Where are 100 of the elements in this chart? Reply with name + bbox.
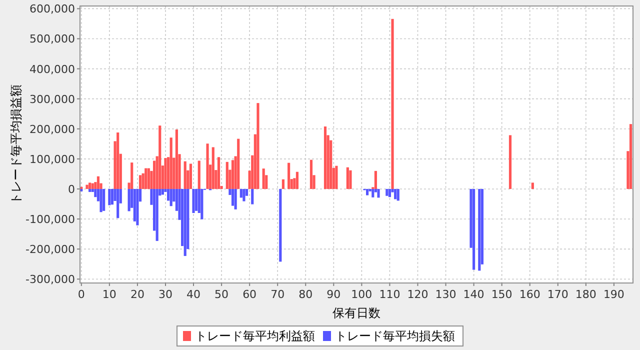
bar (96, 176, 100, 189)
x-tick-label: 120 (407, 288, 428, 301)
bar (200, 188, 204, 220)
bar (91, 183, 94, 189)
bar (86, 184, 88, 189)
bar (394, 188, 397, 200)
bar (296, 172, 299, 189)
bar (158, 126, 162, 189)
bar (349, 170, 352, 189)
bar (377, 188, 380, 198)
bar (234, 188, 237, 210)
x-tick-label: 100 (351, 288, 372, 301)
bar (170, 138, 172, 189)
bar (288, 162, 290, 189)
y-tick-label: 300,000 (30, 92, 75, 106)
bar (116, 188, 120, 218)
x-tick-label: 150 (491, 288, 512, 301)
bar (206, 144, 209, 189)
bar (388, 188, 392, 198)
bar (88, 182, 92, 189)
bar (531, 182, 534, 189)
bar (184, 161, 186, 189)
bar (192, 188, 195, 213)
y-tick-label: 400,000 (30, 62, 75, 76)
bar (195, 188, 198, 211)
bar (256, 103, 260, 189)
bar (184, 188, 186, 256)
bar (130, 162, 134, 189)
bar (231, 160, 234, 189)
y-tick-label: 500,000 (30, 32, 75, 46)
bar (102, 188, 106, 211)
bar (282, 179, 284, 189)
bar (508, 135, 512, 189)
x-tick-label: 160 (519, 288, 540, 301)
x-tick-label: 140 (463, 288, 484, 301)
bar (240, 188, 242, 198)
x-tick-label: 90 (326, 288, 341, 301)
bar (391, 18, 394, 189)
x-axis-title: 保有日数 (332, 306, 380, 320)
bar (478, 188, 481, 271)
bar (94, 188, 97, 198)
bar (262, 168, 265, 189)
legend-label: トレード毎平均利益額 (195, 329, 315, 343)
bar (217, 157, 220, 189)
bar (372, 188, 374, 198)
y-tick-label: 200,000 (30, 122, 75, 136)
bar (128, 188, 130, 212)
y-tick-label: -300,000 (26, 273, 75, 286)
bar (310, 160, 313, 189)
bar (116, 132, 120, 189)
x-tick-label: 0 (78, 288, 85, 301)
bar (175, 129, 178, 189)
bar (226, 162, 228, 189)
bar (189, 164, 192, 189)
x-tick-label: 110 (379, 288, 400, 301)
bar (161, 188, 164, 195)
bar (170, 188, 172, 206)
bar (251, 188, 254, 204)
bar (346, 167, 349, 189)
y-tick-label: -100,000 (26, 213, 75, 226)
bar (374, 170, 377, 189)
x-tick-label: 60 (242, 288, 257, 301)
x-tick-label: 190 (603, 288, 624, 301)
bar (110, 188, 114, 205)
x-tick-label: 80 (298, 288, 313, 301)
x-tick-label: 130 (435, 288, 456, 301)
x-tick-label: 170 (547, 288, 568, 301)
bar (279, 188, 282, 262)
bar (629, 124, 632, 189)
bar (396, 188, 400, 201)
y-axis-title: トレード毎平均損益額 (9, 84, 23, 204)
bar (472, 188, 476, 270)
bar (386, 188, 388, 196)
y-tick-label: 0 (68, 182, 75, 196)
bar (108, 188, 111, 206)
x-tick-label: 50 (214, 288, 229, 301)
bar (242, 188, 246, 202)
bar (133, 188, 136, 222)
bar (335, 166, 338, 189)
bar (324, 126, 327, 189)
x-tick-label: 70 (270, 288, 285, 301)
x-tick-label: 180 (575, 288, 596, 301)
bar (156, 188, 158, 241)
bar (237, 138, 240, 189)
x-tick-label: 30 (158, 288, 172, 301)
bar (147, 168, 150, 189)
x-tick-label: 40 (186, 288, 201, 301)
bar (138, 175, 142, 189)
legend-label: トレード毎平均損失額 (335, 329, 455, 343)
bar (231, 188, 234, 206)
bar (164, 158, 167, 189)
x-tick-label: 10 (102, 288, 116, 301)
y-tick-label: 100,000 (30, 152, 75, 166)
y-tick-label: 600,000 (30, 2, 75, 16)
y-tick-label: -200,000 (26, 243, 75, 256)
x-tick-label: 20 (130, 288, 144, 301)
bar (212, 147, 214, 189)
bar (366, 188, 369, 196)
bar (198, 160, 200, 189)
bar (136, 188, 139, 226)
